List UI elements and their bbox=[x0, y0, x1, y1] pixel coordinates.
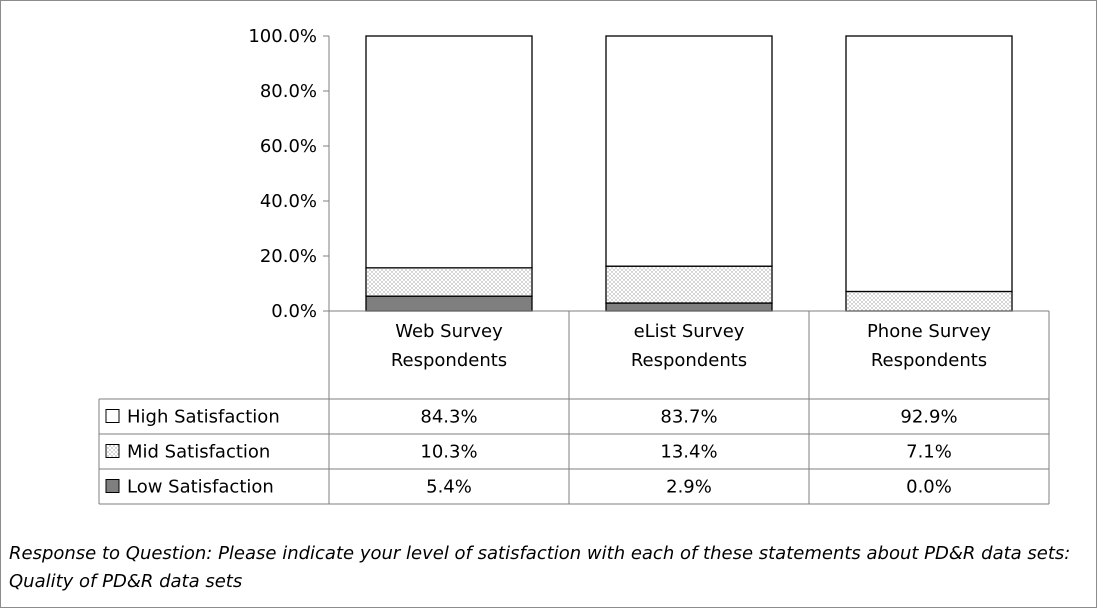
bar-mid-satisfaction bbox=[605, 265, 773, 304]
category-label: eList Survey bbox=[634, 321, 745, 342]
category-label: Respondents bbox=[631, 350, 747, 371]
data-label: 83.7% bbox=[660, 407, 717, 428]
legend-key-mid bbox=[105, 444, 120, 458]
bar-low-satisfaction bbox=[605, 302, 773, 312]
data-label: 2.9% bbox=[666, 477, 712, 498]
bar-high-satisfaction bbox=[605, 35, 773, 267]
bar-mid-satisfaction bbox=[365, 267, 533, 297]
bar-high-satisfaction bbox=[365, 35, 533, 269]
data-label: 5.4% bbox=[426, 477, 472, 498]
data-label: 0.0% bbox=[906, 477, 952, 498]
chart-caption: Response to Question: Please indicate yo… bbox=[9, 543, 1071, 592]
stacked-bar-chart: 0.0% 20.0% 40.0% 60.0% 80.0% 100.0% Web Survey… bbox=[98, 26, 1050, 505]
y-tick-label: 40.0% bbox=[260, 191, 317, 212]
y-tick-label: 100.0% bbox=[248, 26, 317, 47]
category-label: Respondents bbox=[391, 350, 507, 371]
legend-label: Low Satisfaction bbox=[127, 477, 274, 498]
data-label: 13.4% bbox=[660, 442, 717, 463]
legend-key-low bbox=[105, 479, 120, 493]
y-tick-label: 60.0% bbox=[260, 136, 317, 157]
data-label: 7.1% bbox=[906, 442, 952, 463]
category-label: Respondents bbox=[871, 350, 987, 371]
legend-key-high bbox=[105, 409, 120, 423]
y-tick-label: 0.0% bbox=[271, 301, 317, 322]
legend-label: Mid Satisfaction bbox=[127, 442, 270, 463]
category-label: Phone Survey bbox=[867, 321, 991, 342]
legend-label: High Satisfaction bbox=[127, 407, 280, 428]
y-tick-label: 20.0% bbox=[260, 246, 317, 267]
bar-low-satisfaction bbox=[365, 295, 533, 312]
bar-mid-satisfaction bbox=[845, 290, 1013, 312]
category-label: Web Survey bbox=[395, 321, 503, 342]
data-label: 10.3% bbox=[420, 442, 477, 463]
y-tick-label: 80.0% bbox=[260, 81, 317, 102]
data-label: 92.9% bbox=[900, 407, 957, 428]
bar-high-satisfaction bbox=[845, 35, 1013, 293]
data-label: 84.3% bbox=[420, 407, 477, 428]
